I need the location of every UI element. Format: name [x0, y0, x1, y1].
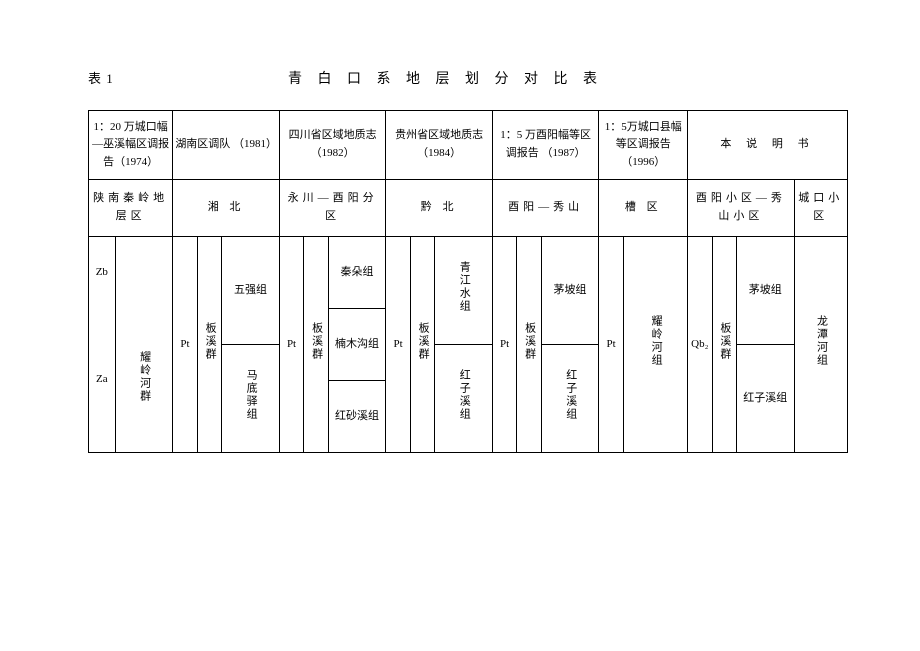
c3-group: 板溪群 — [304, 237, 328, 453]
header-7: 本 说 明 书 — [688, 111, 848, 180]
c5-bottom: 红子溪组 — [541, 345, 599, 453]
subheader-2: 湘 北 — [173, 180, 280, 237]
subheader-6: 槽 区 — [599, 180, 688, 237]
c1-blank-top — [115, 237, 173, 309]
c3-a: 秦朵组 — [328, 237, 386, 309]
subheader-5: 酉阳—秀山 — [492, 180, 599, 237]
header-5: 1：5 万酉阳幅等区调报告 （1987） — [492, 111, 599, 180]
c3-pt: Pt — [279, 237, 303, 453]
comparison-table: 1：20 万城口幅—巫溪幅区调报告（1974） 湖南区调队 （1981） 四川省… — [88, 110, 848, 453]
header-4: 贵州省区域地质志 （1984） — [386, 111, 493, 180]
c4-bottom: 红子溪组 — [435, 345, 493, 453]
c1-index-top: Zb — [89, 237, 116, 309]
c4-pt: Pt — [386, 237, 410, 453]
c7a-top: 茅坡组 — [736, 237, 794, 345]
c2-pt: Pt — [173, 237, 197, 453]
subheader-3: 永川—酉阳分区 — [279, 180, 386, 237]
c2-group: 板溪群 — [197, 237, 221, 453]
subheader-7a: 酉阳小区—秀山小区 — [688, 180, 795, 237]
subheader-7b: 城口小区 — [794, 180, 847, 237]
header-6: 1：5万城口县幅等区调报告 （1996） — [599, 111, 688, 180]
c2-top: 五强组 — [222, 237, 280, 345]
c5-top: 茅坡组 — [541, 237, 599, 345]
c6-pt: Pt — [599, 237, 623, 453]
c1-index-bottom: Za — [89, 309, 116, 453]
c4-group: 板溪群 — [410, 237, 434, 453]
c3-c: 红砂溪组 — [328, 381, 386, 453]
c7a-q: Qb₂ — [688, 237, 712, 453]
c6-group: 耀岭河组 — [623, 237, 687, 453]
c5-group: 板溪群 — [517, 237, 541, 453]
header-2: 湖南区调队 （1981） — [173, 111, 280, 180]
header-1: 1：20 万城口幅—巫溪幅区调报告（1974） — [89, 111, 173, 180]
c1-group: 耀岭河群 — [115, 309, 173, 453]
c2-bottom: 马底驿组 — [222, 345, 280, 453]
c5-pt: Pt — [492, 237, 516, 453]
c7b-group: 龙潭河组 — [794, 237, 847, 453]
c4-top: 青江水组 — [435, 237, 493, 345]
header-3: 四川省区域地质志 （1982） — [279, 111, 386, 180]
c3-b: 楠木沟组 — [328, 309, 386, 381]
table-label: 表 1 — [88, 68, 288, 87]
c7a-group: 板溪群 — [712, 237, 736, 453]
subheader-4: 黔 北 — [386, 180, 493, 237]
subheader-1: 陕南秦岭地层区 — [89, 180, 173, 237]
c7a-bottom: 红子溪组 — [736, 345, 794, 453]
table-title: 青 白 口 系 地 层 划 分 对 比 表 — [288, 68, 603, 88]
